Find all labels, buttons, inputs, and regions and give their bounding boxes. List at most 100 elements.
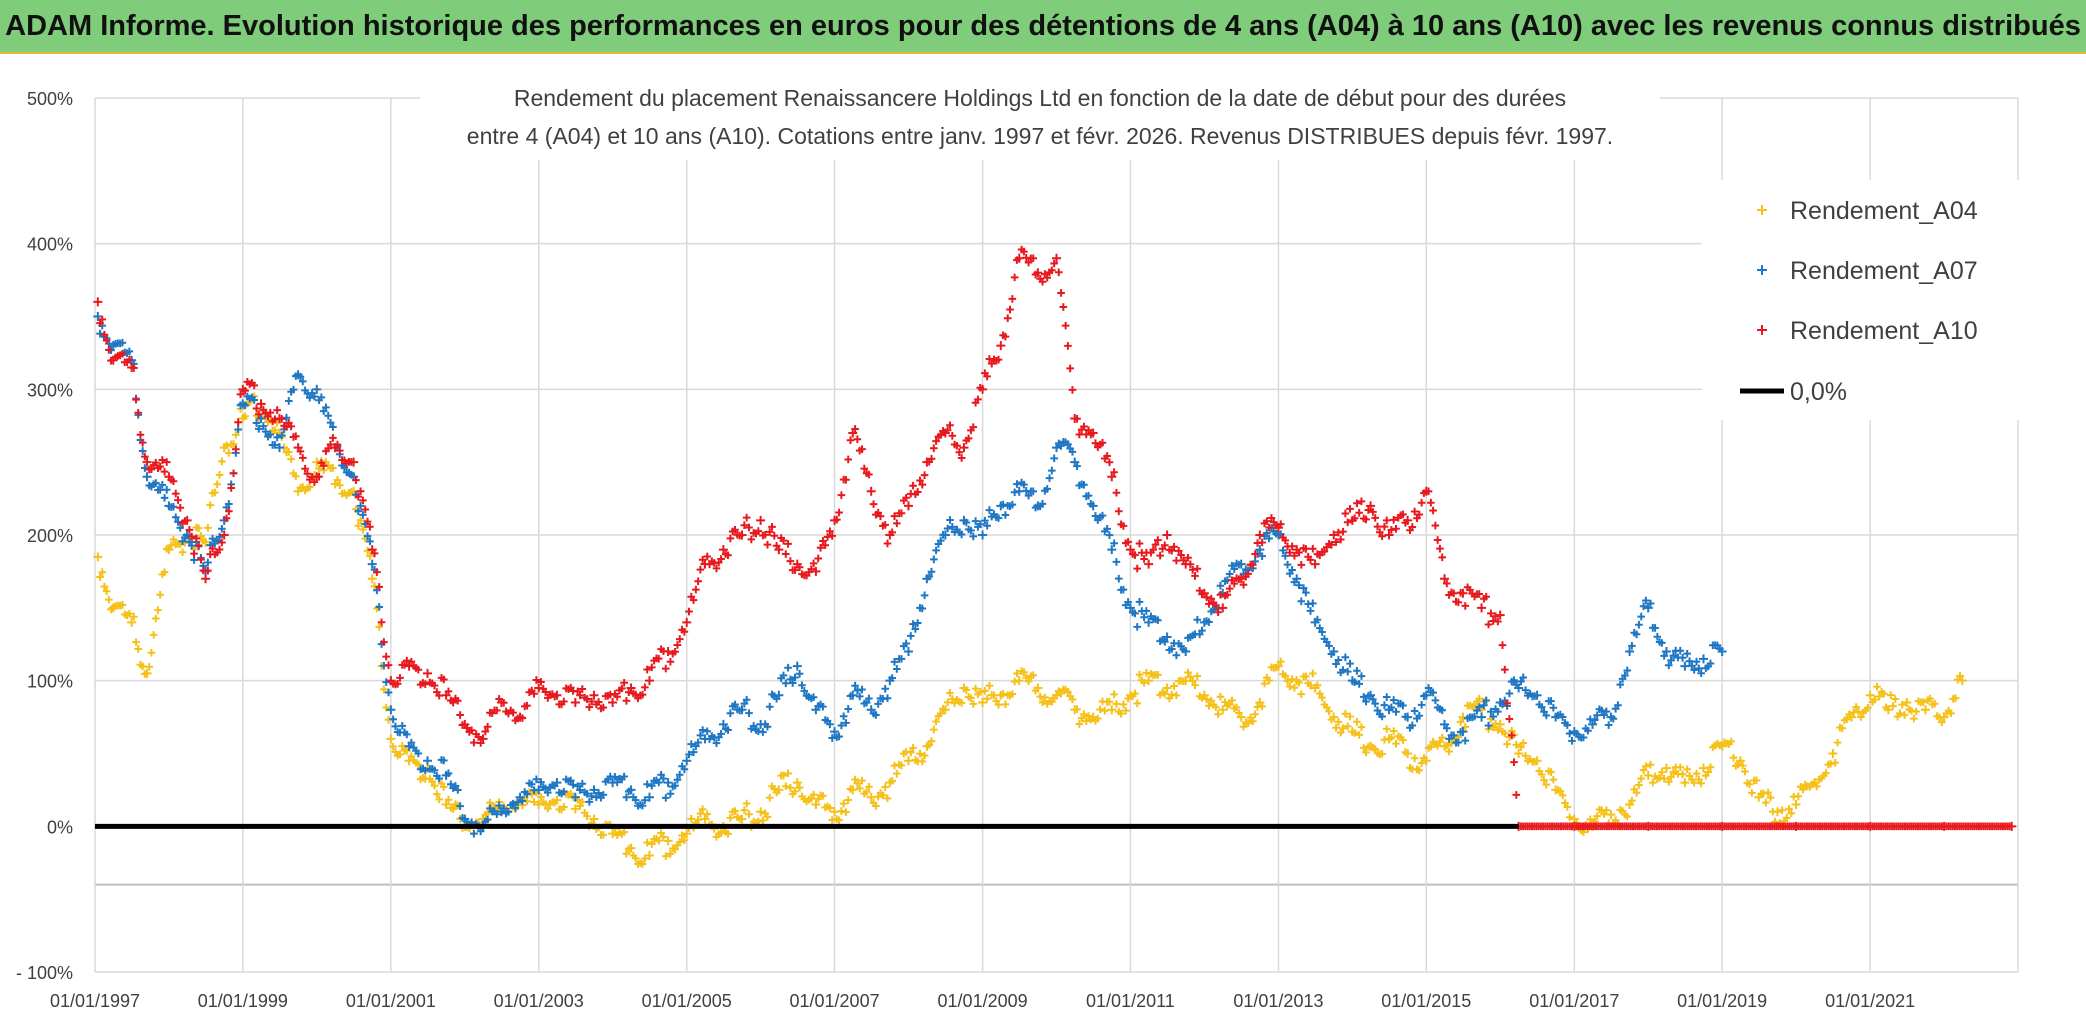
scatter-mark xyxy=(118,338,127,347)
scatter-mark xyxy=(356,487,365,496)
scatter-mark xyxy=(1410,707,1419,715)
scatter-mark xyxy=(377,618,386,627)
scatter-mark xyxy=(1951,694,1960,702)
scatter-mark xyxy=(876,512,885,521)
scatter-mark xyxy=(786,557,795,565)
scatter-mark xyxy=(1156,551,1164,560)
scatter-mark xyxy=(271,441,279,449)
scatter-mark xyxy=(1212,601,1220,610)
scatter-mark xyxy=(994,700,1003,709)
scatter-mark xyxy=(1346,505,1354,513)
scatter-mark xyxy=(1216,581,1225,590)
scatter-mark xyxy=(784,663,792,672)
scatter-mark xyxy=(661,794,670,802)
scatter-mark xyxy=(1727,737,1736,746)
scatter-mark xyxy=(897,655,906,663)
scatter-mark xyxy=(1325,642,1333,650)
data-point xyxy=(1495,719,1505,729)
scatter-mark xyxy=(1387,703,1396,712)
scatter-mark xyxy=(382,652,391,661)
data-point xyxy=(1052,253,1061,263)
scatter-mark xyxy=(1494,617,1502,626)
scatter-mark xyxy=(897,509,906,518)
scatter-mark xyxy=(1297,597,1306,606)
data-point xyxy=(534,785,544,795)
scatter-mark xyxy=(375,603,384,611)
scatter-mark xyxy=(731,807,739,815)
scatter-mark xyxy=(962,518,971,527)
scatter-mark xyxy=(1279,546,1287,555)
scatter-mark xyxy=(504,808,513,816)
scatter-mark xyxy=(1799,785,1807,794)
scatter-mark xyxy=(456,711,464,719)
scatter-mark xyxy=(981,687,989,695)
scatter-mark xyxy=(1387,733,1396,742)
scatter-mark xyxy=(1664,778,1673,786)
data-point xyxy=(1920,705,1930,715)
scatter-mark xyxy=(400,661,409,669)
scatter-mark xyxy=(1621,671,1629,680)
data-point xyxy=(1125,545,1135,555)
scatter-mark xyxy=(1658,768,1666,776)
scatter-mark xyxy=(1692,769,1701,778)
scatter-mark xyxy=(654,654,663,663)
scatter-mark xyxy=(918,604,927,613)
scatter-mark xyxy=(1315,624,1324,632)
scatter-mark xyxy=(576,802,584,810)
scatter-mark xyxy=(1431,521,1440,530)
scatter-mark xyxy=(1295,548,1303,557)
scatter-mark xyxy=(151,458,160,467)
scatter-mark xyxy=(513,798,522,806)
data-point xyxy=(570,804,580,814)
scatter-mark xyxy=(930,725,938,734)
scatter-mark xyxy=(1667,656,1675,665)
scatter-mark xyxy=(983,521,991,530)
scatter-mark xyxy=(363,532,372,540)
scatter-mark xyxy=(1683,765,1692,774)
scatter-mark xyxy=(1604,721,1613,729)
scatter-mark xyxy=(105,595,113,604)
scatter-mark xyxy=(1343,667,1352,676)
scatter-mark xyxy=(946,516,954,524)
scatter-mark xyxy=(839,712,848,721)
scatter-mark xyxy=(456,802,464,810)
scatter-mark xyxy=(1579,733,1588,742)
scatter-mark xyxy=(936,431,945,439)
scatter-mark xyxy=(1898,700,1907,709)
scatter-mark xyxy=(289,385,298,394)
scatter-mark xyxy=(1098,439,1107,447)
scatter-mark xyxy=(1521,751,1530,760)
scatter-mark xyxy=(197,555,205,564)
scatter-mark xyxy=(384,661,393,669)
scatter-mark xyxy=(578,779,587,788)
scatter-mark xyxy=(171,513,180,522)
scatter-mark xyxy=(132,395,140,404)
scatter-mark xyxy=(1648,778,1657,787)
data-point xyxy=(1125,603,1135,613)
data-point xyxy=(1680,661,1690,671)
data-point xyxy=(1791,799,1801,809)
data-point xyxy=(663,836,673,846)
scatter-mark xyxy=(204,558,212,567)
scatter-mark xyxy=(1537,703,1546,711)
scatter-mark xyxy=(303,469,312,478)
scatter-mark xyxy=(1160,541,1169,550)
scatter-mark xyxy=(703,810,712,818)
scatter-mark xyxy=(1281,536,1290,545)
scatter-mark xyxy=(1519,673,1528,682)
scatter-mark xyxy=(918,480,927,489)
scatter-mark xyxy=(1424,684,1433,692)
scatter-mark xyxy=(781,782,790,790)
data-point xyxy=(626,843,636,853)
scatter-mark xyxy=(622,849,631,858)
scatter-mark xyxy=(955,448,964,457)
x-axis-labels: 01/01/1997 01/01/1999 01/01/2001 01/01/2003… xyxy=(50,991,1915,1011)
scatter-mark xyxy=(509,708,517,717)
scatter-mark xyxy=(1103,452,1111,460)
scatter-mark xyxy=(1389,696,1398,704)
scatter-mark xyxy=(1445,747,1453,756)
data-point xyxy=(570,698,580,708)
scatter-mark xyxy=(1785,805,1793,813)
scatter-mark xyxy=(611,773,619,781)
scatter-mark xyxy=(865,694,873,703)
